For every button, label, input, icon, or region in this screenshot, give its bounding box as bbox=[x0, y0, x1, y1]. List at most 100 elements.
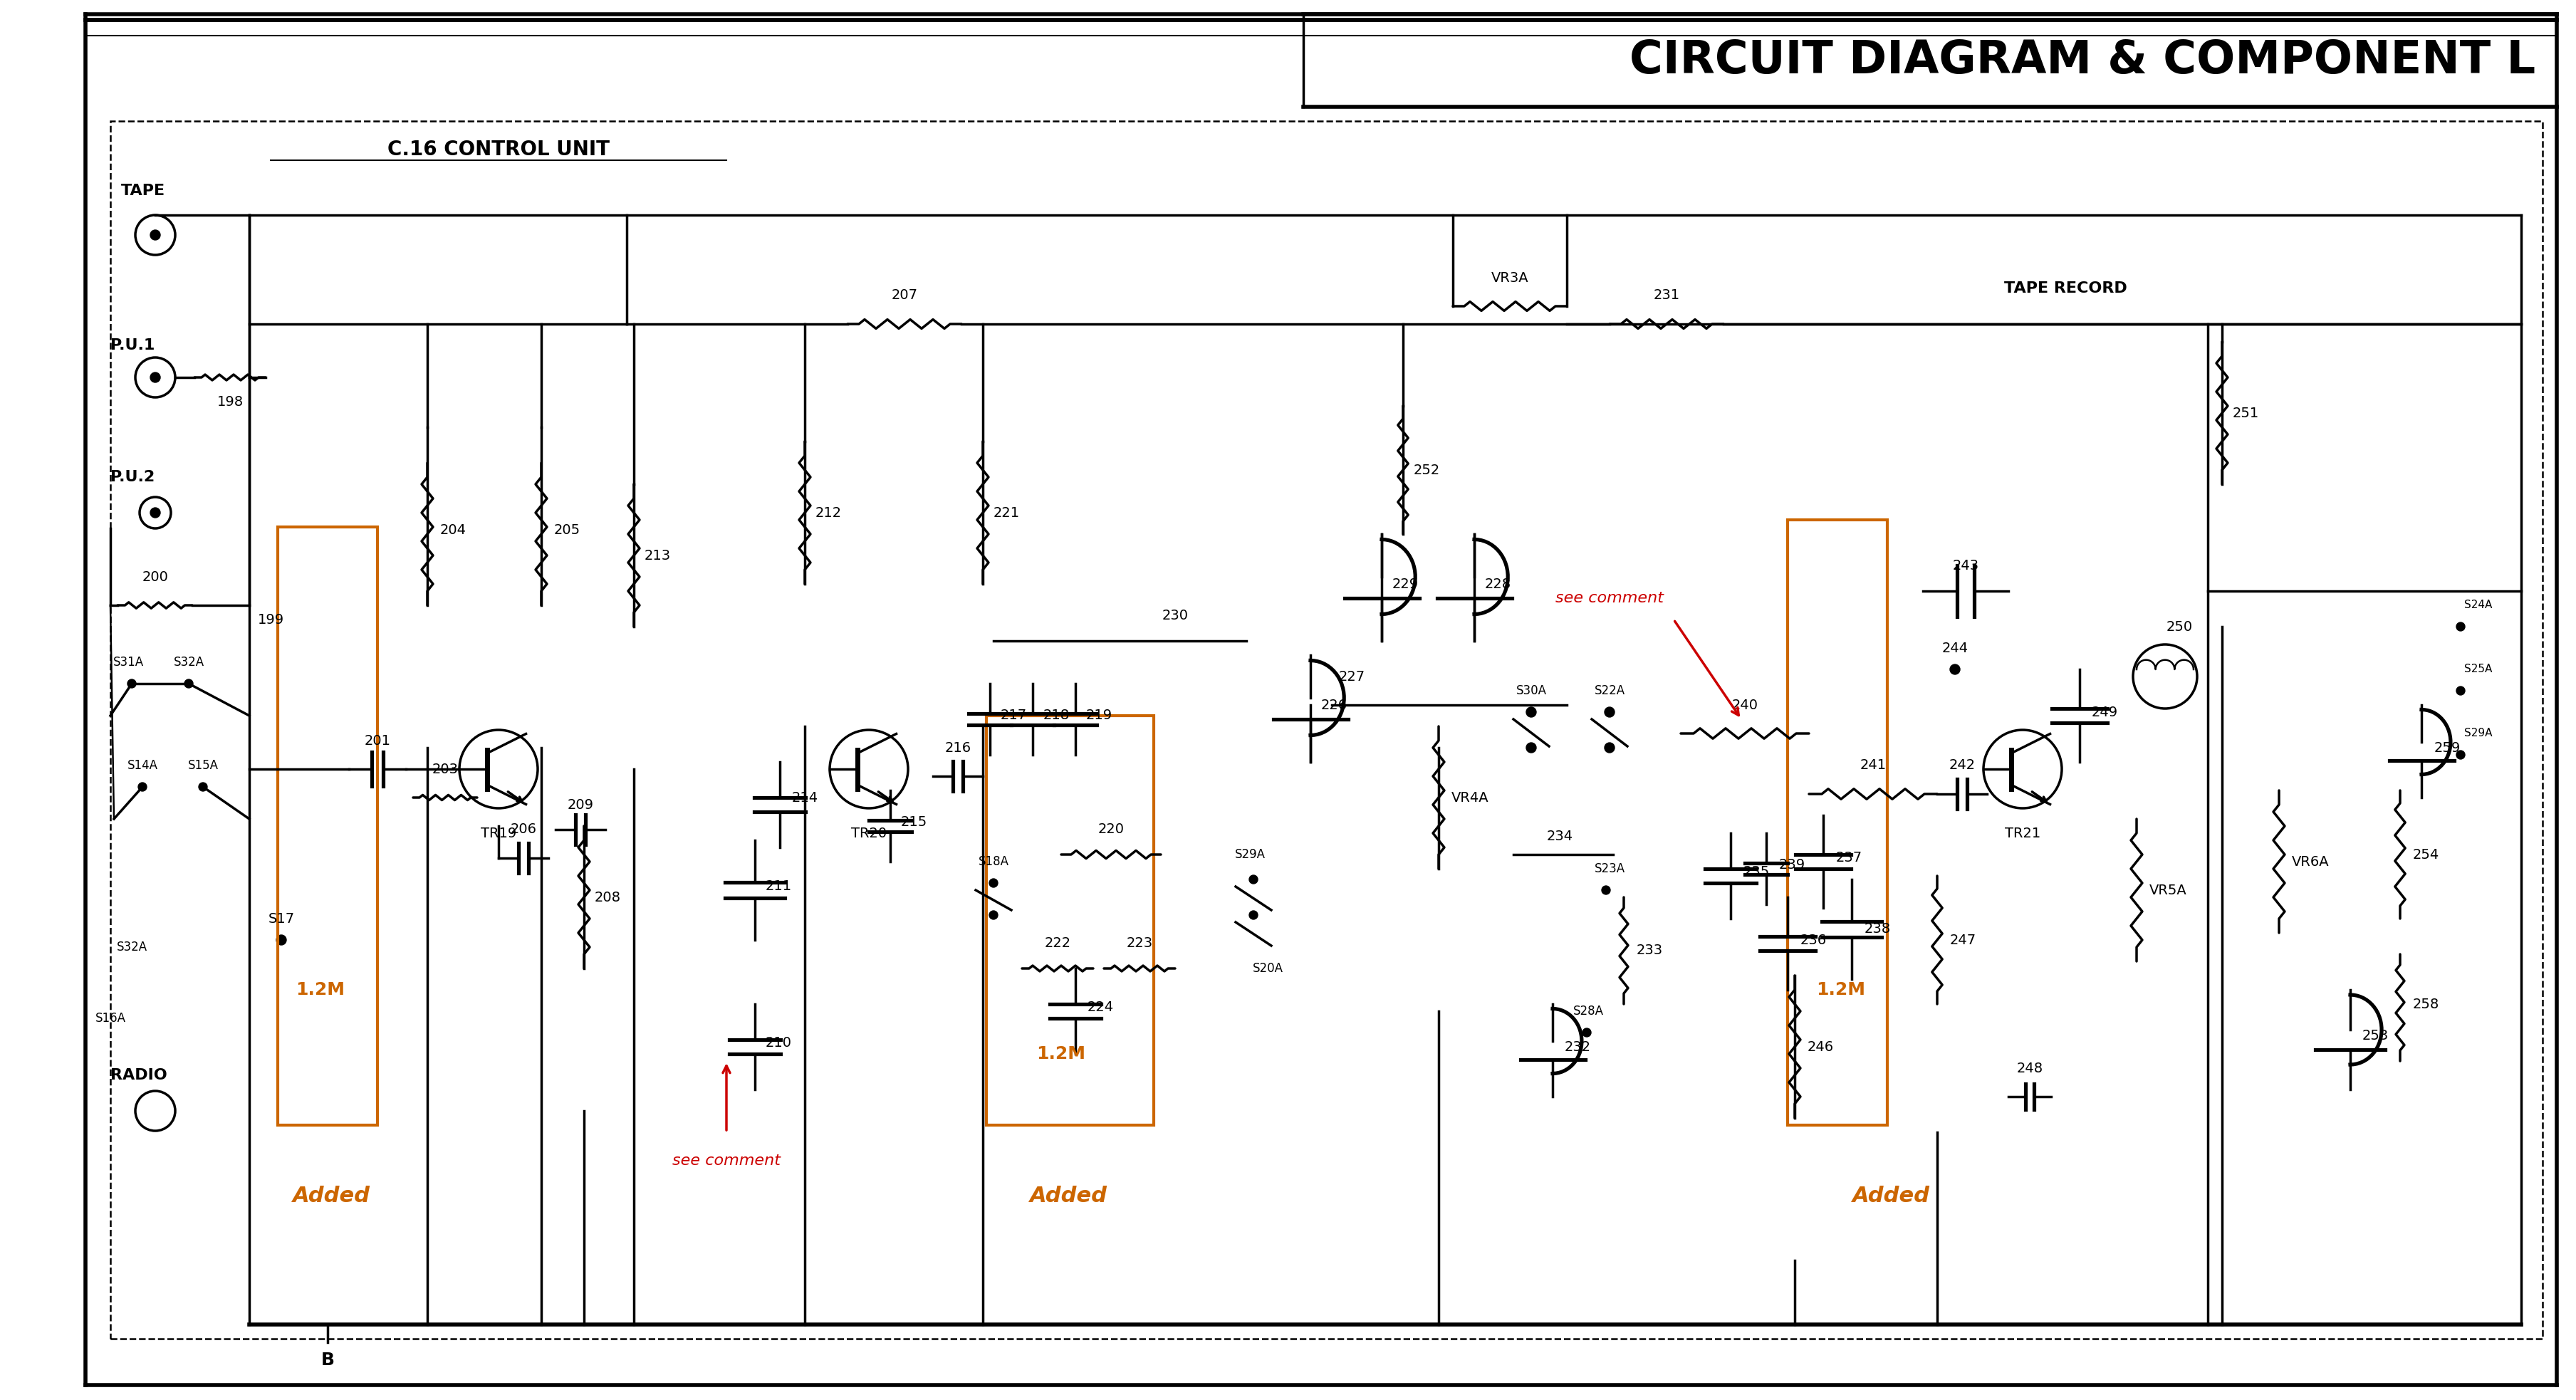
Text: 258: 258 bbox=[2414, 997, 2439, 1011]
Text: Added: Added bbox=[291, 1186, 371, 1207]
Text: 244: 244 bbox=[1942, 641, 1968, 655]
Text: P.U.1: P.U.1 bbox=[111, 339, 155, 353]
Text: 213: 213 bbox=[644, 549, 670, 563]
Text: VR5A: VR5A bbox=[2148, 883, 2187, 897]
Text: TAPE: TAPE bbox=[121, 183, 165, 197]
Circle shape bbox=[149, 508, 160, 518]
Text: 259: 259 bbox=[2434, 741, 2460, 755]
Circle shape bbox=[989, 911, 997, 920]
Circle shape bbox=[198, 783, 206, 791]
Text: 230: 230 bbox=[1162, 609, 1188, 623]
Text: 1.2M: 1.2M bbox=[1036, 1046, 1084, 1063]
Text: 250: 250 bbox=[2166, 620, 2192, 633]
Text: S14A: S14A bbox=[126, 759, 157, 771]
Text: 216: 216 bbox=[945, 741, 971, 755]
Bar bbox=[278, 526, 379, 1126]
Text: 215: 215 bbox=[902, 816, 927, 829]
Text: 208: 208 bbox=[595, 890, 621, 904]
Text: S15A: S15A bbox=[188, 759, 219, 771]
Circle shape bbox=[1249, 911, 1257, 920]
Text: B: B bbox=[322, 1351, 335, 1369]
Text: 232: 232 bbox=[1564, 1040, 1592, 1054]
Text: 203: 203 bbox=[433, 763, 459, 776]
Text: 239: 239 bbox=[1780, 858, 1806, 872]
Text: S32A: S32A bbox=[173, 655, 204, 669]
Text: S28A: S28A bbox=[1574, 1005, 1602, 1018]
Circle shape bbox=[149, 230, 160, 239]
Text: 251: 251 bbox=[2233, 406, 2259, 420]
Text: 252: 252 bbox=[1414, 463, 1440, 477]
Circle shape bbox=[2458, 623, 2465, 631]
Text: S20A: S20A bbox=[1252, 962, 1283, 974]
Text: CIRCUIT DIAGRAM & COMPONENT L: CIRCUIT DIAGRAM & COMPONENT L bbox=[1631, 38, 2535, 83]
Text: 207: 207 bbox=[891, 288, 917, 302]
Circle shape bbox=[2458, 686, 2465, 694]
Text: Added: Added bbox=[1030, 1186, 1108, 1207]
Text: 200: 200 bbox=[142, 570, 167, 584]
Text: 210: 210 bbox=[765, 1036, 791, 1050]
Text: 254: 254 bbox=[2414, 848, 2439, 861]
Text: 222: 222 bbox=[1043, 937, 1072, 951]
Text: 198: 198 bbox=[216, 396, 242, 409]
Text: S29A: S29A bbox=[1234, 848, 1265, 861]
Text: 205: 205 bbox=[554, 524, 580, 538]
Text: 229: 229 bbox=[1394, 577, 1419, 591]
Text: 238: 238 bbox=[1865, 923, 1891, 937]
Text: TR19: TR19 bbox=[482, 826, 515, 840]
Bar bbox=[1788, 519, 1888, 1126]
Text: S24A: S24A bbox=[2465, 601, 2491, 610]
Text: 217: 217 bbox=[999, 708, 1028, 722]
Text: S30A: S30A bbox=[1515, 685, 1546, 697]
Text: 237: 237 bbox=[1837, 851, 1862, 865]
Text: 218: 218 bbox=[1043, 708, 1069, 722]
Bar bbox=[111, 120, 2543, 1338]
Circle shape bbox=[1605, 743, 1615, 753]
Circle shape bbox=[1605, 707, 1615, 717]
Text: 227: 227 bbox=[1340, 669, 1365, 683]
Text: 206: 206 bbox=[510, 823, 536, 836]
Text: C.16 CONTROL UNIT: C.16 CONTROL UNIT bbox=[386, 140, 611, 160]
Circle shape bbox=[989, 879, 997, 888]
Text: S32A: S32A bbox=[116, 941, 147, 953]
Text: 221: 221 bbox=[994, 505, 1020, 519]
Text: 240: 240 bbox=[1731, 699, 1757, 711]
Text: S31A: S31A bbox=[113, 655, 144, 669]
Text: 242: 242 bbox=[1950, 759, 1976, 773]
Circle shape bbox=[139, 783, 147, 791]
Text: 209: 209 bbox=[567, 798, 592, 812]
Text: 241: 241 bbox=[1860, 759, 1886, 773]
Text: 224: 224 bbox=[1087, 1001, 1113, 1015]
Text: 223: 223 bbox=[1126, 937, 1151, 951]
Text: Added: Added bbox=[1852, 1186, 1929, 1207]
Circle shape bbox=[1582, 1028, 1592, 1037]
Text: S25A: S25A bbox=[2465, 664, 2491, 675]
Text: 201: 201 bbox=[363, 734, 392, 748]
Text: VR6A: VR6A bbox=[2293, 855, 2329, 868]
Text: 235: 235 bbox=[1744, 865, 1770, 879]
Text: TR20: TR20 bbox=[850, 826, 886, 840]
Text: TR21: TR21 bbox=[2004, 826, 2040, 840]
Text: 220: 220 bbox=[1097, 823, 1123, 836]
Text: RADIO: RADIO bbox=[111, 1068, 167, 1082]
Text: 249: 249 bbox=[2092, 706, 2117, 718]
Text: 246: 246 bbox=[1808, 1040, 1834, 1054]
Text: P.U.2: P.U.2 bbox=[111, 470, 155, 484]
Text: 226: 226 bbox=[1321, 699, 1347, 711]
Text: 247: 247 bbox=[1950, 934, 1976, 946]
Text: S16A: S16A bbox=[95, 1012, 126, 1025]
Text: 219: 219 bbox=[1087, 708, 1113, 722]
Text: see comment: see comment bbox=[672, 1154, 781, 1168]
Text: 228: 228 bbox=[1484, 577, 1512, 591]
Text: 1.2M: 1.2M bbox=[1816, 981, 1865, 998]
Text: 1.2M: 1.2M bbox=[296, 981, 345, 998]
Circle shape bbox=[1525, 707, 1535, 717]
Circle shape bbox=[2458, 750, 2465, 759]
Text: 248: 248 bbox=[2017, 1061, 2043, 1075]
Text: 204: 204 bbox=[440, 524, 466, 538]
Circle shape bbox=[126, 679, 137, 687]
Text: VR3A: VR3A bbox=[1492, 272, 1528, 284]
Circle shape bbox=[1950, 665, 1960, 675]
Circle shape bbox=[1249, 875, 1257, 883]
Text: S29A: S29A bbox=[2465, 728, 2494, 739]
Text: 234: 234 bbox=[1546, 830, 1574, 843]
